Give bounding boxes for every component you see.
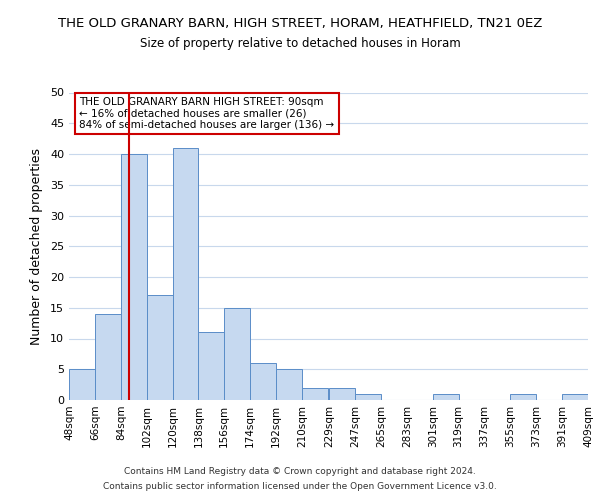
Bar [302,388,328,400]
Bar [173,148,199,400]
Text: Contains public sector information licensed under the Open Government Licence v3: Contains public sector information licen… [103,482,497,491]
Text: THE OLD GRANARY BARN, HIGH STREET, HORAM, HEATHFIELD, TN21 0EZ: THE OLD GRANARY BARN, HIGH STREET, HORAM… [58,18,542,30]
Bar [562,394,588,400]
Bar [69,369,95,400]
Y-axis label: Number of detached properties: Number of detached properties [30,148,43,345]
Bar [199,332,224,400]
Bar [146,296,173,400]
Bar [276,369,302,400]
Bar [95,314,121,400]
Text: Size of property relative to detached houses in Horam: Size of property relative to detached ho… [140,38,460,51]
Text: THE OLD GRANARY BARN HIGH STREET: 90sqm
← 16% of detached houses are smaller (26: THE OLD GRANARY BARN HIGH STREET: 90sqm … [79,97,335,130]
Bar [329,388,355,400]
Bar [250,363,276,400]
Bar [433,394,458,400]
Bar [121,154,146,400]
Text: Contains HM Land Registry data © Crown copyright and database right 2024.: Contains HM Land Registry data © Crown c… [124,467,476,476]
Bar [511,394,536,400]
Bar [355,394,381,400]
Bar [224,308,250,400]
